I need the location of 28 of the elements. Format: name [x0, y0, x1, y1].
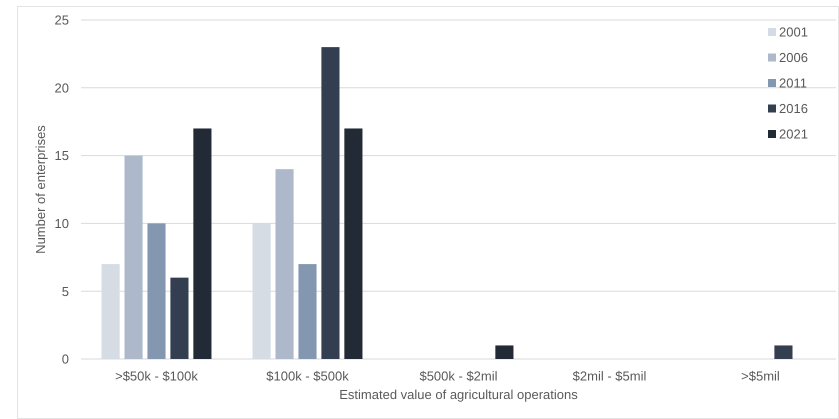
bar — [170, 278, 189, 359]
legend-label: 2006 — [779, 50, 808, 66]
y-tick-label: 0 — [62, 352, 69, 367]
bar — [275, 169, 294, 359]
y-tick-label: 5 — [62, 284, 69, 299]
y-tick-label: 25 — [54, 12, 69, 28]
bar — [193, 128, 212, 359]
x-axis-title: Estimated value of agricultural operations — [339, 387, 578, 402]
y-axis-title: Number of enterprises — [33, 124, 48, 254]
legend-label: 2001 — [779, 24, 808, 40]
bar — [495, 345, 514, 359]
bar — [774, 345, 793, 359]
x-tick-label: $500k - $2mil — [419, 368, 498, 384]
bar — [147, 223, 166, 359]
y-tick-label: 20 — [54, 80, 69, 96]
y-tick-label: 15 — [54, 148, 69, 164]
legend-label: 2016 — [779, 101, 808, 116]
legend-label: 2021 — [779, 126, 808, 142]
y-tick-label: 10 — [54, 216, 69, 231]
x-tick-label: $100k - $500k — [266, 368, 350, 384]
bar — [298, 264, 317, 359]
x-tick-label: $2mil - $5mil — [572, 368, 646, 384]
legend-label: 2011 — [779, 76, 807, 91]
bar — [124, 156, 143, 359]
bar — [321, 47, 340, 359]
x-tick-label: >$5mil — [741, 368, 780, 384]
bar — [344, 128, 362, 359]
x-tick-label: >$50k - $100k — [115, 368, 198, 384]
